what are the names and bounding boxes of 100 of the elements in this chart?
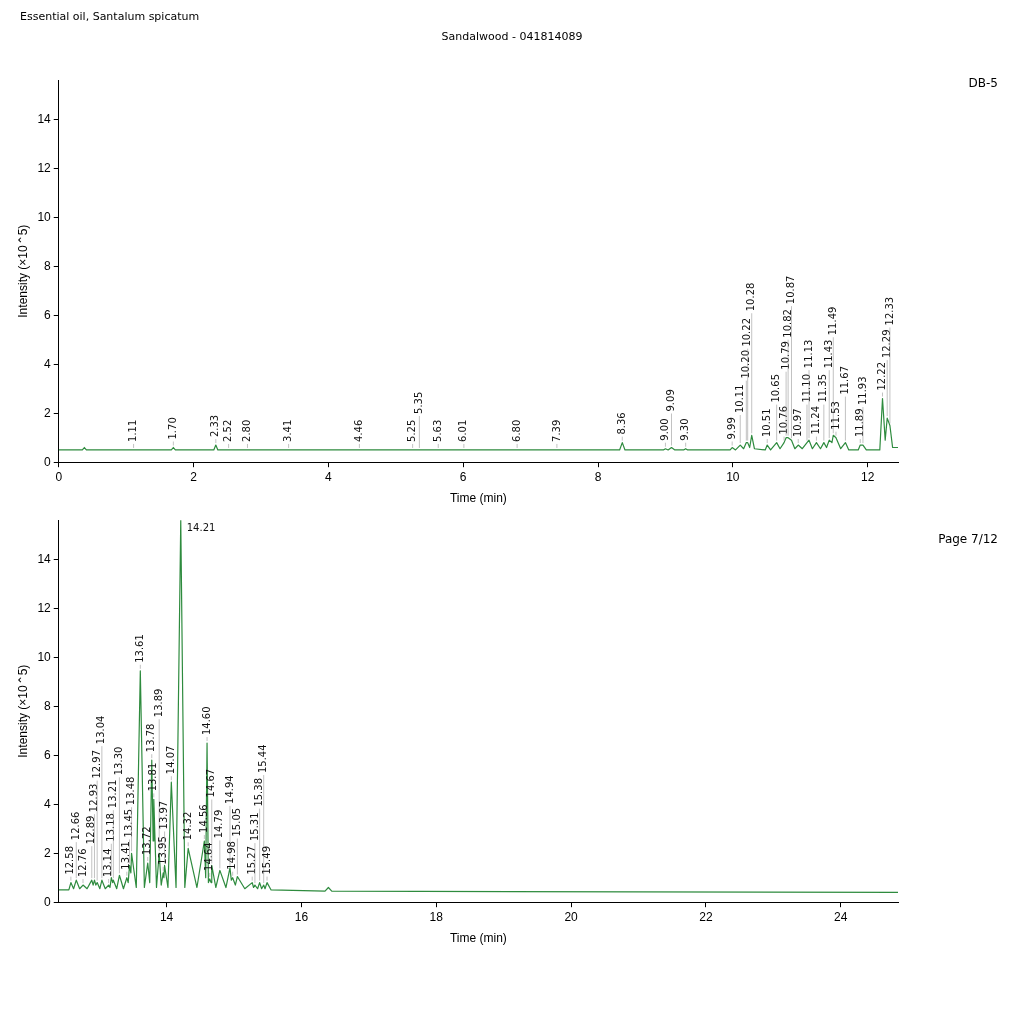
annotation: 10.76 xyxy=(777,405,789,435)
x-tick-label: 24 xyxy=(834,909,848,924)
annotation: 9.00 xyxy=(659,418,671,441)
annotation: 14.64 xyxy=(203,842,215,871)
annotation: 13.81 xyxy=(147,762,159,792)
annotation: 10.87 xyxy=(785,275,797,305)
x-tick-label: 2 xyxy=(190,469,198,484)
annotation: 14.67 xyxy=(205,768,217,798)
annotation: 13.18 xyxy=(104,813,116,842)
annotation: 9.09 xyxy=(665,389,677,412)
annotation: 13.72 xyxy=(141,826,153,856)
y-axis-title: Intensity (×10⌃5) xyxy=(15,224,30,318)
annotation: 13.41 xyxy=(120,841,132,870)
annotation: 10.20 xyxy=(739,349,751,379)
annotation: 9.99 xyxy=(725,417,737,440)
x-tick-label: 14 xyxy=(159,909,174,924)
x-tick-label: 4 xyxy=(325,469,333,484)
annotation: 11.24 xyxy=(810,405,822,435)
x-tick-label: 20 xyxy=(564,909,579,924)
y-tick-label: 4 xyxy=(44,796,52,811)
annotation: 10.82 xyxy=(781,309,793,338)
annotation: 13.30 xyxy=(113,746,125,776)
annotation: 13.97 xyxy=(158,800,170,830)
annotation: 1.70 xyxy=(166,417,178,440)
annotation: 13.61 xyxy=(133,634,145,663)
annotation: 5.25 xyxy=(406,419,418,442)
annotation: 6.01 xyxy=(457,419,469,442)
annotation: 10.97 xyxy=(791,408,803,438)
annotation: 2.33 xyxy=(209,414,221,438)
annotation: 4.46 xyxy=(352,419,364,442)
annotation: 11.10 xyxy=(800,373,812,403)
annotation: 15.27 xyxy=(245,845,257,875)
y-tick-label: 0 xyxy=(44,894,52,909)
annotation: 11.43 xyxy=(822,339,834,369)
y-tick-label: 8 xyxy=(44,258,52,273)
y-tick-label: 12 xyxy=(37,160,52,175)
annotation: 10.22 xyxy=(741,317,753,347)
annotation: 11.89 xyxy=(853,408,865,438)
annotation: 11.35 xyxy=(817,373,829,403)
y-tick-label: 6 xyxy=(44,747,52,762)
annotation: 14.07 xyxy=(164,745,176,775)
annotation: 11.13 xyxy=(802,339,814,369)
annotation: 13.89 xyxy=(152,688,164,718)
text: DB-5 xyxy=(968,76,998,90)
annotation: 10.28 xyxy=(745,282,757,312)
y-tick-label: 4 xyxy=(44,356,52,371)
annotation: 6.80 xyxy=(510,419,522,442)
annotation: 12.93 xyxy=(88,783,100,813)
annotation: 11.67 xyxy=(839,365,851,395)
annotation: 5.63 xyxy=(431,419,443,442)
annotation: 12.66 xyxy=(69,811,81,841)
annotation: 15.31 xyxy=(248,812,260,842)
annotation: 9.30 xyxy=(679,418,691,441)
x-tick-label: 6 xyxy=(459,469,467,484)
annotation: 12.22 xyxy=(876,361,888,391)
annotation: 14.32 xyxy=(181,811,193,841)
y-tick-label: 6 xyxy=(44,307,52,322)
annotation: 13.04 xyxy=(95,715,107,745)
annotation: 7.39 xyxy=(550,419,562,442)
annotation: 8.36 xyxy=(615,412,627,435)
x-tick-label: 18 xyxy=(429,909,444,924)
y-tick-label: 14 xyxy=(37,551,52,566)
annotation: 10.11 xyxy=(733,384,745,414)
annotation: 1.11 xyxy=(127,419,139,442)
annotation: 13.78 xyxy=(145,723,157,753)
x-axis-title: Time (min) xyxy=(449,491,507,506)
x-tick-label: 10 xyxy=(726,469,740,484)
annotation: 14.21 xyxy=(186,521,216,533)
y-tick-label: 2 xyxy=(44,405,52,420)
annotation: 13.95 xyxy=(156,836,168,865)
annotation: 2.80 xyxy=(241,419,253,442)
annotation: 14.94 xyxy=(223,775,235,804)
y-tick-label: 0 xyxy=(44,454,52,469)
text: Page 7/12 xyxy=(938,532,998,546)
annotation: 12.76 xyxy=(76,848,88,878)
chart-subtitle: Sandalwood - 041814089 xyxy=(440,30,584,43)
annotation: 10.51 xyxy=(760,408,772,438)
annotation: 2.52 xyxy=(222,419,234,442)
x-tick-label: 8 xyxy=(594,469,602,484)
annotation: 12.97 xyxy=(90,749,102,779)
annotation: 11.93 xyxy=(856,376,868,406)
annotation: 11.53 xyxy=(829,401,841,430)
annotation: 12.33 xyxy=(883,296,895,326)
annotation: 15.44 xyxy=(257,744,269,774)
annotation: 12.89 xyxy=(85,815,97,845)
y-axis-title: Intensity (×10⌃5) xyxy=(15,664,30,758)
x-axis-title: Time (min) xyxy=(449,931,507,946)
x-tick-label: 16 xyxy=(294,909,309,924)
y-tick-label: 8 xyxy=(44,698,52,713)
annotation: 13.21 xyxy=(106,779,118,809)
annotation: 14.56 xyxy=(197,804,209,833)
y-tick-label: 10 xyxy=(37,209,52,224)
y-tick-label: 2 xyxy=(44,845,52,860)
annotation: 14.98 xyxy=(226,841,238,870)
annotation: 13.14 xyxy=(102,848,114,878)
x-tick-label: 12 xyxy=(860,469,875,484)
annotation: 15.49 xyxy=(260,845,272,875)
annotation: 15.38 xyxy=(253,777,265,807)
y-tick-label: 12 xyxy=(37,600,52,615)
annotation: 5.35 xyxy=(412,391,424,414)
